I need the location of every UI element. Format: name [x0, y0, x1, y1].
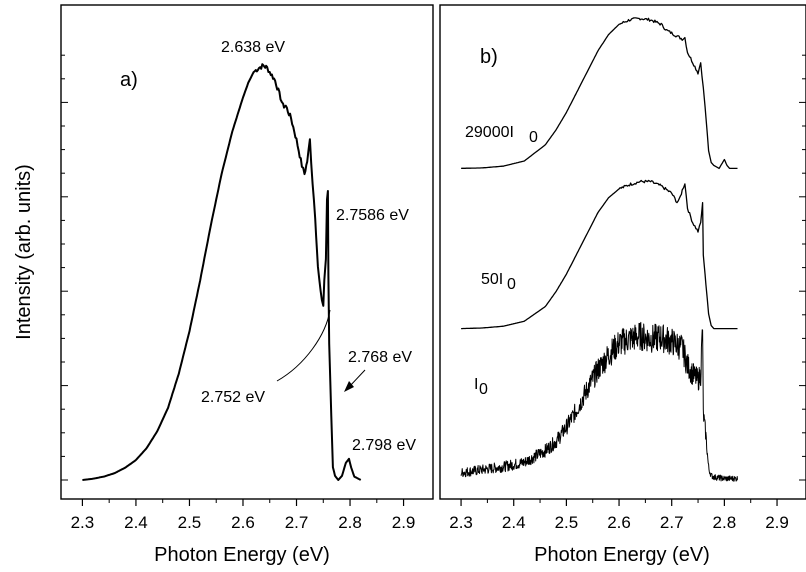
curve-a-0	[82, 63, 362, 481]
panel-a-frame	[60, 4, 434, 500]
panel-b-ticks: 2.3 2.4 2.5 2.6 2.7 2.8 2.9	[449, 54, 806, 532]
annotation-peak-2798: 2.798 eV	[352, 437, 416, 454]
series-label-29000: 29000I 0	[465, 124, 538, 146]
x-tick-label-b-0: 2.3	[449, 513, 473, 532]
series-label-50: 50I 0	[481, 271, 516, 293]
annotation-peak-2638: 2.638 eV	[221, 39, 285, 56]
x-tick-label-a-3: 2.6	[231, 513, 255, 532]
svg-text:50I: 50I	[481, 271, 503, 288]
x-tick-label-b-5: 2.8	[713, 513, 737, 532]
annotation-peak-2752: 2.752 eV	[201, 389, 265, 406]
x-tick-label-b-4: 2.7	[660, 513, 684, 532]
x-axis-title-b: Photon Energy (eV)	[534, 544, 710, 566]
pointer-2768-head	[344, 381, 354, 392]
series-label-1: I 0	[474, 376, 488, 398]
x-tick-label-b-1: 2.4	[502, 513, 526, 532]
curve-b-0	[461, 17, 738, 170]
pointer-2768	[348, 369, 366, 388]
x-tick-label-a-2: 2.5	[178, 513, 202, 532]
x-axis-title-a: Photon Energy (eV)	[154, 544, 330, 566]
x-tick-label-a-5: 2.8	[338, 513, 362, 532]
x-tick-label-a-0: 2.3	[71, 513, 95, 532]
y-axis-title: Intensity (arb. units)	[13, 164, 35, 340]
panel-a-ticks: 2.3 2.4 2.5 2.6 2.7 2.8 2.9	[61, 54, 416, 532]
curve-b-1	[461, 179, 738, 330]
curves	[82, 17, 738, 482]
svg-text:0: 0	[529, 129, 538, 146]
x-tick-label-b-6: 2.9	[765, 513, 789, 532]
x-tick-label-b-2: 2.5	[555, 513, 579, 532]
x-tick-label-b-3: 2.6	[607, 513, 631, 532]
annotation-peak-27586: 2.7586 eV	[336, 207, 409, 224]
curve-b-2	[460, 321, 738, 482]
panel-label-b: b)	[480, 46, 498, 68]
x-tick-label-a-1: 2.4	[124, 513, 148, 532]
x-tick-label-a-6: 2.9	[392, 513, 416, 532]
panel-b-frame	[439, 4, 806, 500]
svg-text:0: 0	[507, 276, 516, 293]
svg-text:29000I: 29000I	[465, 124, 514, 141]
svg-text:I: I	[474, 376, 478, 393]
panel-label-a: a)	[120, 69, 138, 91]
annotation-peak-2768: 2.768 eV	[348, 349, 412, 366]
pointer-2752	[276, 309, 331, 382]
svg-text:0: 0	[479, 381, 488, 398]
x-tick-label-a-4: 2.7	[285, 513, 309, 532]
